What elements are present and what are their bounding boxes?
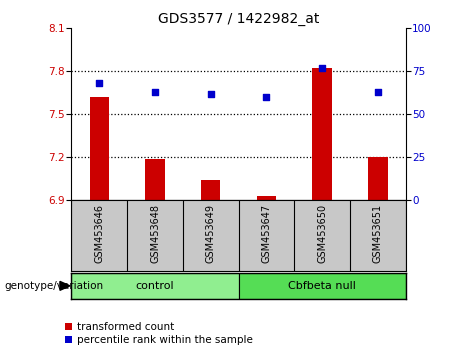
Bar [145,159,165,200]
Bar [71,273,239,299]
Text: GSM453646: GSM453646 [95,204,104,263]
Bar [201,180,220,200]
Point [151,89,159,95]
Text: genotype/variation: genotype/variation [5,281,104,291]
Point [374,89,382,95]
Point [207,91,214,96]
Text: GSM453651: GSM453651 [373,204,383,263]
Bar [257,196,276,200]
Bar [239,273,406,299]
Text: Cbfbeta null: Cbfbeta null [288,281,356,291]
Text: GSM453648: GSM453648 [150,204,160,263]
Text: GSM453649: GSM453649 [206,204,216,263]
Point [95,80,103,86]
Text: GSM453650: GSM453650 [317,204,327,263]
Point [319,65,326,71]
Point [263,94,270,100]
Bar [89,97,109,200]
Text: GSM453647: GSM453647 [261,204,272,263]
Title: GDS3577 / 1422982_at: GDS3577 / 1422982_at [158,12,319,26]
Text: control: control [136,281,174,291]
Polygon shape [60,281,70,290]
Legend: transformed count, percentile rank within the sample: transformed count, percentile rank withi… [65,322,253,345]
Bar [313,68,332,200]
Bar [368,157,388,200]
